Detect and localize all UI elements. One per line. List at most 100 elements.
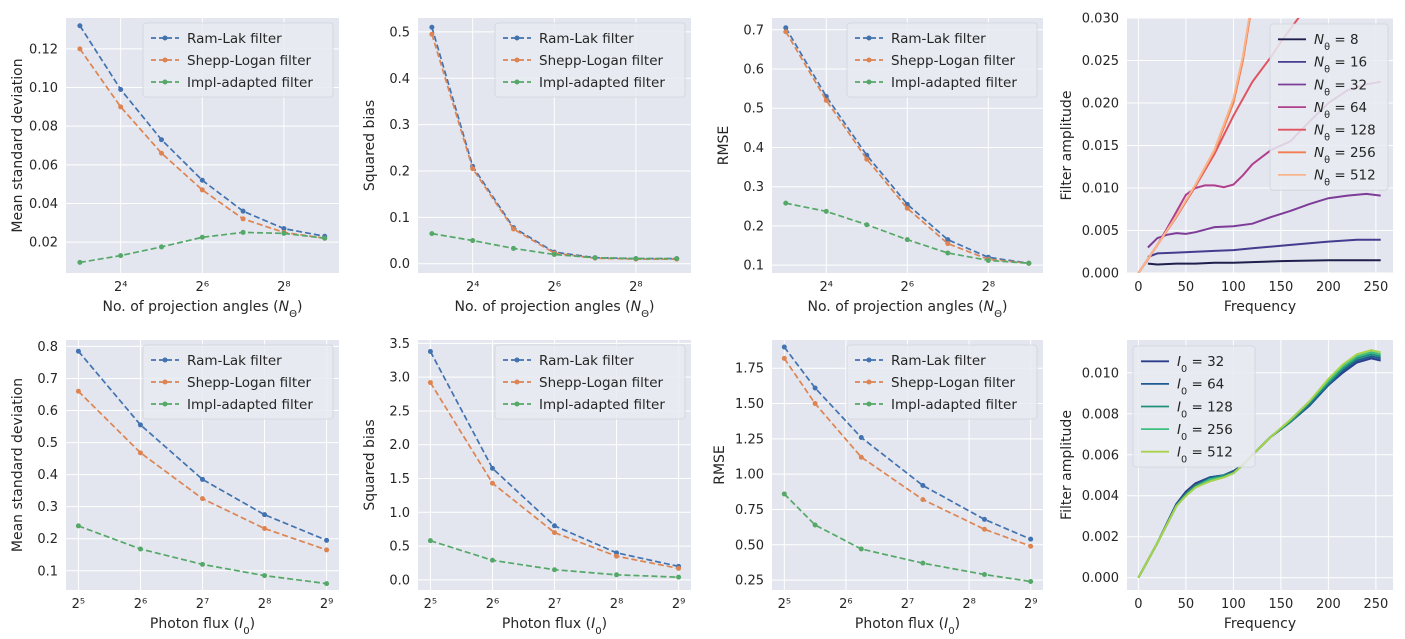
- x-tick-label: 2⁸: [277, 280, 290, 295]
- x-axis-label: Photon flux (I0): [855, 616, 960, 637]
- legend-entry: Shepp-Logan filter: [855, 375, 1016, 391]
- data-point: [427, 380, 433, 386]
- data-point: [324, 537, 330, 543]
- legend-label: Nθ = 64: [1314, 100, 1367, 121]
- data-point: [945, 237, 951, 243]
- y-tick-label: 0.004: [1082, 489, 1119, 504]
- x-tick-label: 2⁸: [982, 280, 995, 295]
- legend-label: Shepp-Logan filter: [187, 53, 312, 69]
- x-tick-label: 2⁴: [114, 280, 127, 295]
- data-point: [158, 137, 164, 143]
- series-layer: [75, 348, 330, 587]
- data-point: [551, 251, 557, 257]
- legend-marker: [514, 401, 520, 407]
- data-point: [240, 216, 246, 222]
- x-tick-label: 2⁸: [629, 280, 642, 295]
- y-tick-label: 0.006: [1082, 448, 1119, 463]
- series-line-1: [429, 382, 679, 570]
- data-point: [322, 235, 328, 241]
- y-tick-label: 0.010: [1082, 182, 1119, 197]
- y-tick-label: 0.002: [1082, 530, 1119, 545]
- y-tick-label: 0.4: [389, 72, 410, 87]
- data-point: [199, 234, 205, 240]
- legend-entry: Impl-adapted filter: [503, 397, 665, 413]
- y-tick-label: 1.25: [735, 432, 764, 447]
- legend-entry: Shepp-Logan filter: [151, 375, 312, 391]
- legend-label: Shepp-Logan filter: [539, 375, 664, 391]
- y-tick-label: 1.5: [389, 472, 410, 487]
- data-point: [324, 547, 330, 553]
- y-tick-label: 0.020: [1082, 97, 1119, 112]
- x-tick-label: 2⁵: [424, 597, 437, 612]
- y-tick-label: 0.010: [1082, 366, 1119, 381]
- legend-marker: [866, 401, 872, 407]
- data-point: [812, 385, 818, 391]
- legend-frame: [142, 22, 334, 98]
- legend-label: Impl-adapted filter: [539, 75, 665, 91]
- series-layer: [427, 348, 682, 580]
- x-tick-label: 2⁸: [962, 597, 975, 612]
- y-tick-label: 3.5: [389, 337, 410, 352]
- y-axis-label: RMSE: [712, 445, 728, 485]
- legend-label: Impl-adapted filter: [891, 397, 1017, 413]
- data-point: [118, 86, 124, 92]
- y-tick-label: 0.04: [29, 197, 58, 212]
- data-point: [200, 496, 205, 502]
- data-point: [920, 497, 926, 503]
- legend-marker: [514, 57, 520, 63]
- x-tick-label: 2⁷: [548, 597, 561, 612]
- legend-entry: Impl-adapted filter: [151, 397, 313, 413]
- series-layer: [783, 25, 1032, 266]
- data-point: [858, 454, 864, 460]
- legend-label: I0 = 128: [1177, 399, 1233, 420]
- y-tick-label: 0.08: [29, 120, 58, 135]
- legend-entry: Shepp-Logan filter: [151, 53, 312, 69]
- y-tick-label: 0.6: [743, 63, 764, 78]
- data-point: [262, 525, 268, 531]
- y-tick-label: 0.4: [37, 468, 58, 483]
- legend-marker: [162, 379, 168, 385]
- data-point: [981, 526, 987, 532]
- legend-label: Shepp-Logan filter: [891, 375, 1016, 391]
- legend-marker: [162, 357, 168, 363]
- data-point: [676, 565, 682, 571]
- data-point: [945, 241, 951, 247]
- data-point: [783, 29, 789, 35]
- data-point: [75, 388, 81, 394]
- data-point: [489, 480, 495, 486]
- legend-entry: Shepp-Logan filter: [503, 53, 664, 69]
- legend-marker: [514, 35, 520, 41]
- legend-entry: Impl-adapted filter: [855, 397, 1017, 413]
- data-point: [137, 450, 143, 456]
- data-point: [864, 222, 870, 228]
- data-point: [676, 574, 682, 580]
- y-tick-label: 0.12: [29, 42, 58, 57]
- x-axis-label: No. of projection angles (NΘ): [455, 299, 655, 320]
- legend: Ram-Lak filter Shepp-Logan filter Impl-ada…: [846, 22, 1038, 98]
- data-point: [1028, 543, 1034, 549]
- chart-bias-angles: 2⁴ 2⁶ 2⁸ 0.0 0.1 0.2 0.3 0.4 0.5 No. of projectio…: [362, 18, 691, 320]
- data-point: [1028, 579, 1034, 585]
- legend-label: Nθ = 32: [1314, 77, 1367, 98]
- data-point: [470, 238, 476, 244]
- x-tick-label: 2⁴: [820, 280, 833, 295]
- data-point: [429, 24, 435, 30]
- y-tick-label: 0.75: [735, 503, 764, 518]
- data-point: [137, 546, 143, 552]
- legend-marker: [514, 79, 520, 85]
- legend-label: Shepp-Logan filter: [539, 53, 664, 69]
- legend-entry: Impl-adapted filter: [503, 75, 665, 91]
- x-tick-label: 150: [1268, 280, 1293, 295]
- y-axis-label: Squared bias: [362, 100, 378, 191]
- y-tick-label: 0.008: [1082, 407, 1119, 422]
- data-point: [783, 25, 789, 31]
- y-tick-label: 3.0: [389, 371, 410, 386]
- legend-entry: Impl-adapted filter: [151, 75, 313, 91]
- data-point: [864, 156, 870, 162]
- x-axis-label: Photon flux (I0): [150, 616, 255, 637]
- y-tick-label: 0.030: [1082, 12, 1119, 27]
- legend-entry: I0 = 128: [1141, 399, 1233, 420]
- legend-label: Impl-adapted filter: [187, 75, 313, 91]
- legend-entry: Nθ = 32: [1278, 77, 1367, 98]
- x-axis-label: Frequency: [1224, 616, 1296, 632]
